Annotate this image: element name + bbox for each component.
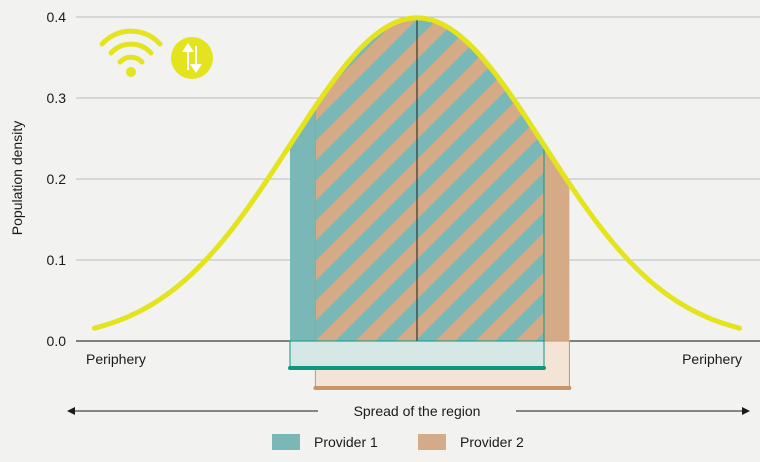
hatch-stripe (315, 17, 544, 341)
hatch-stripe (315, 17, 544, 341)
range-bars (288, 340, 572, 390)
legend-swatch-provider-2 (418, 434, 446, 450)
x-axis-arrowhead-right (742, 407, 750, 415)
wifi-icon (99, 28, 163, 77)
distribution-curve-group (91, 15, 743, 331)
x-axis-label: Spread of the region (354, 403, 481, 419)
y-tick-label: 0.4 (47, 9, 67, 25)
icons (99, 28, 213, 79)
periphery-right-label: Periphery (682, 351, 742, 367)
hatch-stripe (315, 17, 544, 341)
hatch-stripe (315, 17, 517, 341)
y-axis-label: Population density (9, 121, 25, 235)
hatch-stripe (315, 17, 437, 341)
hatch-stripe (355, 17, 544, 341)
hatch-stripe (715, 0, 760, 341)
periphery-left-label: Periphery (86, 351, 146, 367)
y-tick-label: 0.0 (47, 333, 67, 349)
hatch-stripe (435, 17, 544, 341)
hatch-stripe (675, 0, 760, 341)
legend-swatch-provider-1 (272, 434, 300, 450)
hatch-stripe (595, 0, 760, 341)
x-axis-arrowhead-left (67, 407, 75, 415)
hatch-stripe (395, 17, 544, 341)
legend-label-provider-2: Provider 2 (460, 434, 524, 450)
hatch-stripe (755, 0, 760, 341)
y-tick-label: 0.3 (47, 90, 67, 106)
y-tick-label: 0.1 (47, 252, 67, 268)
hatch-stripe (0, 0, 196, 341)
distribution-curve (91, 15, 743, 331)
overlap-hatch (0, 0, 760, 341)
y-tick-label: 0.2 (47, 171, 67, 187)
data-transfer-icon (171, 37, 213, 79)
hatch-stripe (0, 0, 276, 341)
legend: Provider 1 Provider 2 (272, 434, 524, 450)
legend-label-provider-1: Provider 1 (314, 434, 378, 450)
hatch-stripe (315, 17, 477, 341)
overlap-base (315, 17, 544, 341)
provider-1-range-box (289, 340, 545, 369)
overlap-region (0, 0, 760, 341)
hatch-stripe (635, 0, 760, 341)
